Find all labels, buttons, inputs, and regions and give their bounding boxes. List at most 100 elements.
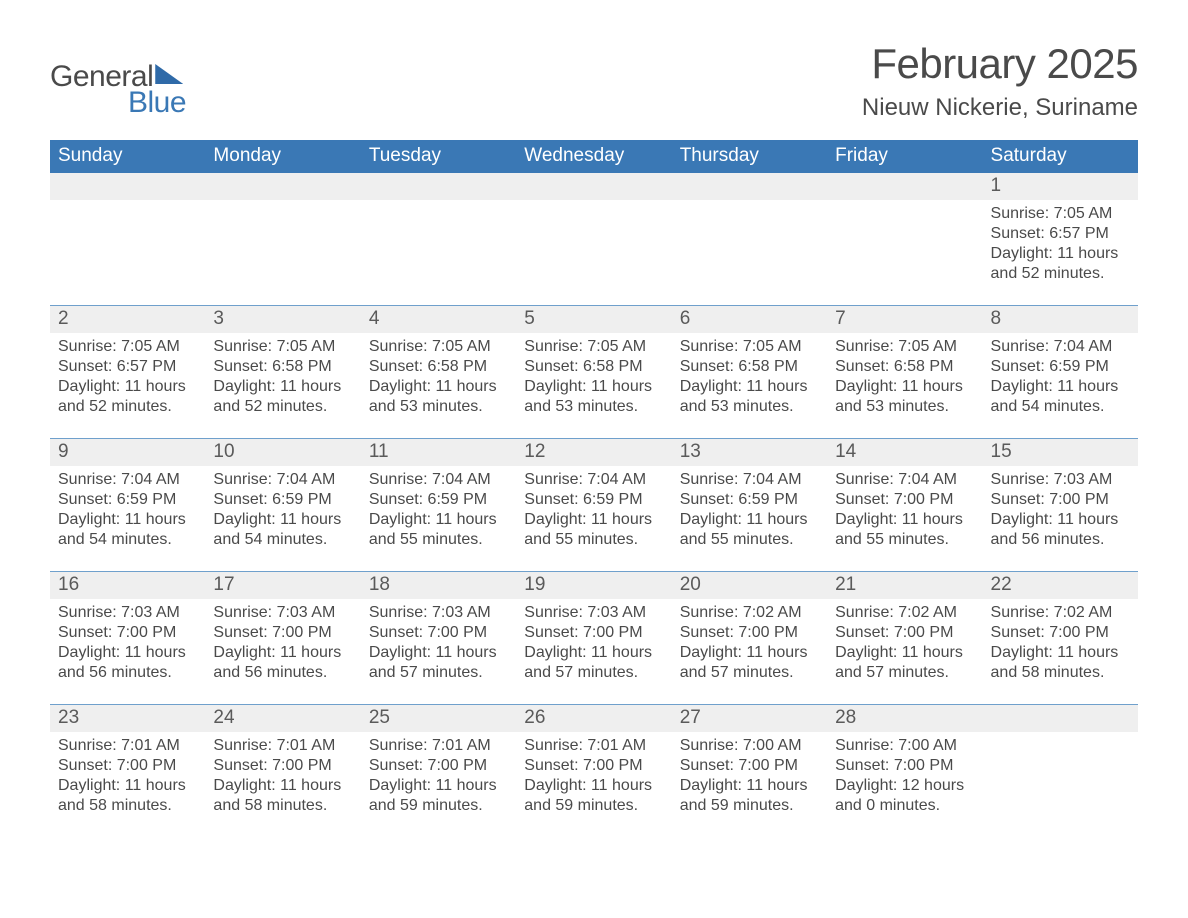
sunset-text: Sunset: 7:00 PM — [680, 623, 819, 643]
day-number-row: 23 24 25 26 27 28 — [50, 704, 1138, 732]
day-number: 2 — [50, 306, 205, 333]
day-number: 11 — [361, 439, 516, 466]
day-number: 18 — [361, 572, 516, 599]
sunrise-text: Sunrise: 7:04 AM — [835, 470, 974, 490]
day-number: 3 — [205, 306, 360, 333]
sunset-text: Sunset: 6:58 PM — [213, 357, 352, 377]
daylight-text: Daylight: 11 hours — [58, 510, 197, 530]
day-number-row: 16 17 18 19 20 21 22 — [50, 571, 1138, 599]
daylight-text: and 54 minutes. — [213, 530, 352, 550]
weekday-header: Sunday — [50, 140, 205, 173]
daylight-text: and 53 minutes. — [369, 397, 508, 417]
day-number — [50, 173, 205, 200]
sunrise-text: Sunrise: 7:04 AM — [58, 470, 197, 490]
day-detail: Sunrise: 7:00 AM Sunset: 7:00 PM Dayligh… — [672, 732, 827, 837]
daylight-text: Daylight: 11 hours — [58, 776, 197, 796]
daylight-text: and 55 minutes. — [680, 530, 819, 550]
day-detail: Sunrise: 7:04 AM Sunset: 6:59 PM Dayligh… — [516, 466, 671, 571]
daylight-text: Daylight: 11 hours — [680, 510, 819, 530]
sunrise-text: Sunrise: 7:03 AM — [991, 470, 1130, 490]
daylight-text: Daylight: 11 hours — [680, 643, 819, 663]
calendar-page: General Blue February 2025 Nieuw Nickeri… — [0, 0, 1188, 837]
day-detail: Sunrise: 7:00 AM Sunset: 7:00 PM Dayligh… — [827, 732, 982, 837]
day-detail: Sunrise: 7:04 AM Sunset: 6:59 PM Dayligh… — [205, 466, 360, 571]
day-number — [827, 173, 982, 200]
logo-text-blue: Blue — [128, 86, 186, 120]
day-detail: Sunrise: 7:03 AM Sunset: 7:00 PM Dayligh… — [205, 599, 360, 704]
weekday-header: Saturday — [983, 140, 1138, 173]
day-number: 20 — [672, 572, 827, 599]
day-detail: Sunrise: 7:01 AM Sunset: 7:00 PM Dayligh… — [205, 732, 360, 837]
sunrise-text: Sunrise: 7:01 AM — [369, 736, 508, 756]
sunrise-text: Sunrise: 7:01 AM — [524, 736, 663, 756]
sunrise-text: Sunrise: 7:04 AM — [524, 470, 663, 490]
daylight-text: Daylight: 11 hours — [58, 377, 197, 397]
sunrise-text: Sunrise: 7:00 AM — [835, 736, 974, 756]
day-detail: Sunrise: 7:05 AM Sunset: 6:58 PM Dayligh… — [205, 333, 360, 438]
daylight-text: and 54 minutes. — [58, 530, 197, 550]
day-number — [983, 705, 1138, 732]
day-detail: Sunrise: 7:04 AM Sunset: 6:59 PM Dayligh… — [50, 466, 205, 571]
sunrise-text: Sunrise: 7:05 AM — [58, 337, 197, 357]
daylight-text: Daylight: 11 hours — [369, 377, 508, 397]
sunset-text: Sunset: 7:00 PM — [213, 756, 352, 776]
day-detail: Sunrise: 7:01 AM Sunset: 7:00 PM Dayligh… — [361, 732, 516, 837]
month-title: February 2025 — [862, 40, 1138, 88]
logo-flag-icon — [155, 64, 183, 84]
sunset-text: Sunset: 6:58 PM — [680, 357, 819, 377]
day-number: 14 — [827, 439, 982, 466]
calendar-grid: Sunday Monday Tuesday Wednesday Thursday… — [50, 140, 1138, 837]
sunrise-text: Sunrise: 7:05 AM — [835, 337, 974, 357]
daylight-text: and 57 minutes. — [369, 663, 508, 683]
day-detail: Sunrise: 7:02 AM Sunset: 7:00 PM Dayligh… — [827, 599, 982, 704]
day-detail — [827, 200, 982, 305]
daylight-text: and 55 minutes. — [835, 530, 974, 550]
sunrise-text: Sunrise: 7:02 AM — [991, 603, 1130, 623]
sunrise-text: Sunrise: 7:02 AM — [680, 603, 819, 623]
day-detail: Sunrise: 7:04 AM Sunset: 7:00 PM Dayligh… — [827, 466, 982, 571]
day-detail: Sunrise: 7:01 AM Sunset: 7:00 PM Dayligh… — [516, 732, 671, 837]
daylight-text: Daylight: 11 hours — [835, 643, 974, 663]
day-detail: Sunrise: 7:03 AM Sunset: 7:00 PM Dayligh… — [361, 599, 516, 704]
day-detail: Sunrise: 7:05 AM Sunset: 6:58 PM Dayligh… — [827, 333, 982, 438]
sunset-text: Sunset: 6:59 PM — [369, 490, 508, 510]
day-number: 27 — [672, 705, 827, 732]
sunset-text: Sunset: 7:00 PM — [835, 756, 974, 776]
day-detail: Sunrise: 7:05 AM Sunset: 6:58 PM Dayligh… — [672, 333, 827, 438]
sunset-text: Sunset: 6:58 PM — [835, 357, 974, 377]
sunset-text: Sunset: 7:00 PM — [835, 490, 974, 510]
day-number: 16 — [50, 572, 205, 599]
daylight-text: Daylight: 11 hours — [680, 377, 819, 397]
sunrise-text: Sunrise: 7:03 AM — [58, 603, 197, 623]
daylight-text: and 57 minutes. — [524, 663, 663, 683]
daylight-text: and 53 minutes. — [524, 397, 663, 417]
day-detail: Sunrise: 7:04 AM Sunset: 6:59 PM Dayligh… — [983, 333, 1138, 438]
day-number — [516, 173, 671, 200]
daylight-text: and 59 minutes. — [369, 796, 508, 816]
daylight-text: and 53 minutes. — [680, 397, 819, 417]
daylight-text: Daylight: 11 hours — [991, 377, 1130, 397]
sunset-text: Sunset: 6:58 PM — [524, 357, 663, 377]
sunrise-text: Sunrise: 7:04 AM — [369, 470, 508, 490]
daylight-text: and 59 minutes. — [680, 796, 819, 816]
daylight-text: and 56 minutes. — [58, 663, 197, 683]
daylight-text: and 57 minutes. — [680, 663, 819, 683]
day-number: 12 — [516, 439, 671, 466]
daylight-text: Daylight: 12 hours — [835, 776, 974, 796]
daylight-text: Daylight: 11 hours — [213, 643, 352, 663]
page-header: General Blue February 2025 Nieuw Nickeri… — [50, 40, 1138, 122]
sunset-text: Sunset: 7:00 PM — [58, 756, 197, 776]
day-number: 23 — [50, 705, 205, 732]
sunrise-text: Sunrise: 7:05 AM — [524, 337, 663, 357]
day-number: 10 — [205, 439, 360, 466]
daylight-text: and 58 minutes. — [213, 796, 352, 816]
weekday-header: Thursday — [672, 140, 827, 173]
daylight-text: and 55 minutes. — [524, 530, 663, 550]
day-number — [361, 173, 516, 200]
day-detail: Sunrise: 7:03 AM Sunset: 7:00 PM Dayligh… — [516, 599, 671, 704]
sunset-text: Sunset: 7:00 PM — [524, 756, 663, 776]
day-detail — [516, 200, 671, 305]
sunset-text: Sunset: 7:00 PM — [524, 623, 663, 643]
sunrise-text: Sunrise: 7:02 AM — [835, 603, 974, 623]
daylight-text: Daylight: 11 hours — [835, 377, 974, 397]
